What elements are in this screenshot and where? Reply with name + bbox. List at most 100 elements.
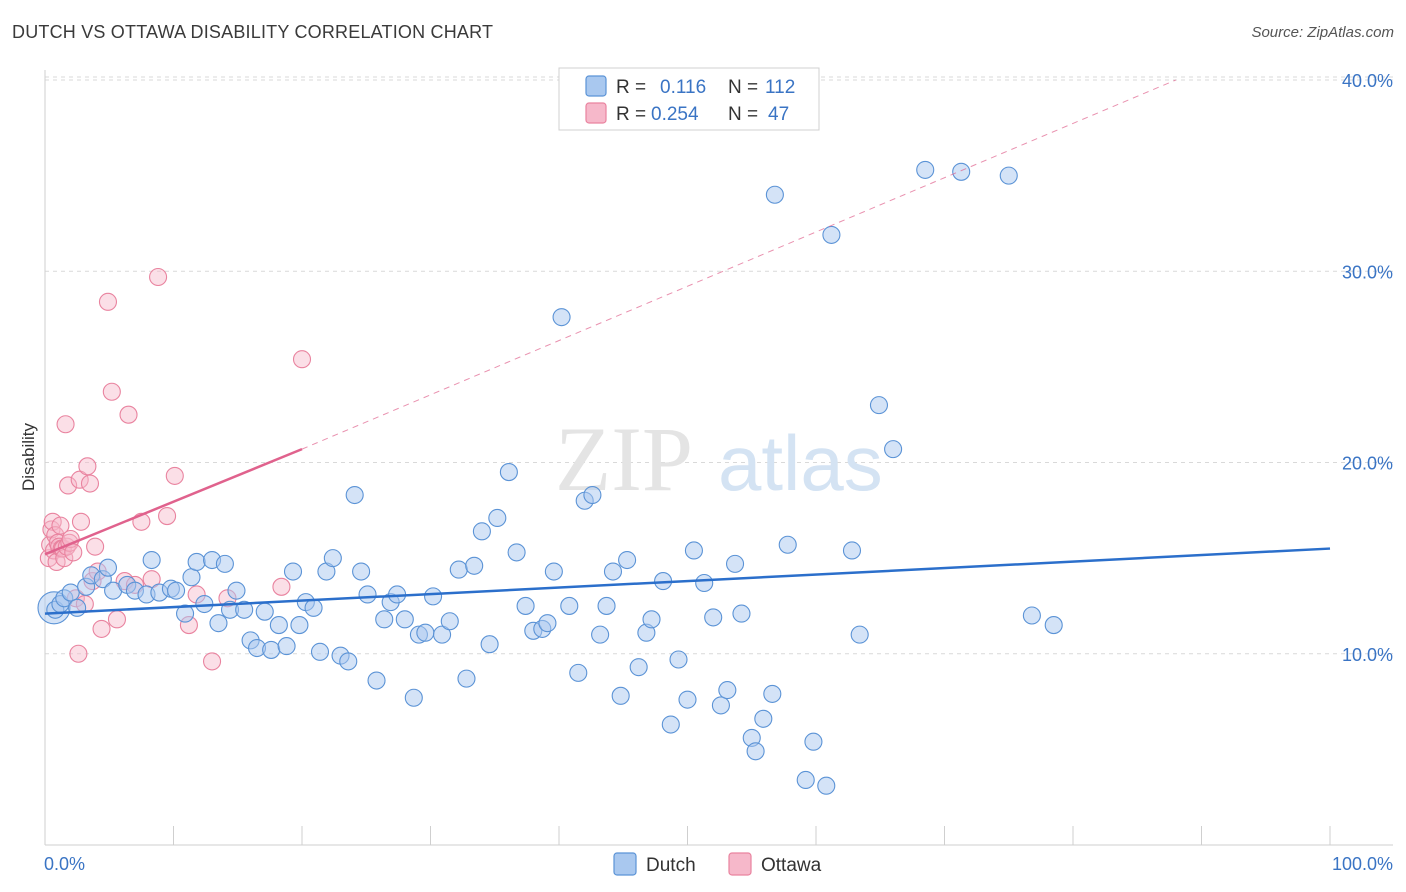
dutch-point-83 [661,715,680,734]
grid-lines [45,76,1393,655]
dutch-point-53 [424,587,443,606]
ottawa-point-21 [70,470,89,489]
dutch-point-36 [304,598,323,617]
dutch-point-37 [310,642,330,661]
dutch-point-67 [538,614,557,633]
x-tick-label-max: 100.0% [1332,854,1393,874]
legend-r-label-dutch: R = [616,77,646,98]
dutch-point-81 [642,610,661,629]
dutch-point-100 [804,732,823,751]
legend-r-label-ottawa: R = [616,104,646,125]
dutch-point-90 [718,681,737,700]
ottawa-point-30 [98,292,118,311]
dutch-point-34 [290,616,309,635]
ottawa-point-39 [158,506,177,526]
ottawa-point-31 [102,382,121,401]
legend-n-value-ottawa: 47 [768,104,789,125]
watermark-atlas: atlas [718,419,883,507]
x-ticks [173,826,1331,845]
dutch-point-62 [499,463,518,482]
dutch-point-42 [345,485,364,505]
ottawa-point-45 [272,577,291,596]
dutch-point-17 [176,604,195,623]
dutch-point-58 [465,556,484,575]
trend-lines [44,79,1331,615]
dutch-point-54 [433,625,452,644]
y-tick-label-10: 10.0% [1342,645,1393,665]
ottawa-point-9 [51,516,70,535]
dutch-point-73 [583,485,602,505]
y-axis-title: Disability [19,422,38,491]
dutch-point-19 [187,552,206,572]
y-tick-labels: 10.0% 20.0% 30.0% 40.0% [1342,71,1393,665]
legend-swatch-dutch [585,75,607,97]
dutch-point-111 [1044,616,1063,635]
y-tick-label-30: 30.0% [1342,262,1393,282]
dutch-point-49 [395,610,414,629]
dutch-point-23 [215,554,234,573]
y-tick-label-40: 40.0% [1342,71,1393,91]
legend-n-label-dutch: N = [728,77,758,98]
ottawa-point-38 [149,267,168,287]
dutch-point-16 [167,581,186,600]
ottawa-point-29 [92,619,111,638]
dutch-point-32 [277,637,296,656]
dutch-point-56 [449,560,468,579]
watermark-zip: ZIP [555,408,693,510]
ottawa-point-13 [56,415,75,434]
ottawa-point-24 [78,457,97,476]
dutch-point-26 [235,600,254,619]
dutch-point-86 [684,541,703,560]
dutch-points [37,160,1063,795]
dutch-point-92 [732,604,751,623]
bottom-swatch-ottawa [728,852,752,876]
dutch-point-33 [283,562,303,581]
dutch-point-99 [796,770,815,790]
dutch-point-85 [678,690,697,709]
dutch-point-8 [98,558,118,577]
dutch-point-22 [209,614,228,633]
dutch-point-4 [68,598,87,617]
dutch-point-78 [618,550,637,570]
legend-r-value-ottawa: 0.254 [651,104,699,125]
dutch-point-18 [182,568,201,587]
dutch-point-43 [352,562,371,581]
dutch-point-107 [916,160,935,179]
dutch-point-31 [269,616,288,635]
chart-source: Source: ZipAtlas.com [1251,24,1394,41]
dutch-point-77 [611,686,630,705]
dutch-point-75 [597,596,616,615]
dutch-point-68 [544,562,563,581]
bottom-legend-dutch: Dutch [646,855,696,876]
dutch-point-45 [367,671,386,690]
y-tick-label-20: 20.0% [1342,454,1393,474]
dutch-point-52 [416,623,435,642]
dutch-point-29 [255,602,274,621]
dutch-point-30 [262,640,281,659]
dutch-point-61 [488,508,507,528]
dutch-point-69 [552,308,571,327]
dutch-point-74 [591,625,610,644]
ottawa-point-40 [165,466,184,485]
dutch-point-71 [569,663,588,682]
x-tick-label-min: 0.0% [44,854,85,874]
dutch-point-46 [375,610,394,629]
ottawa-point-15 [59,476,78,495]
ottawa-point-32 [107,610,127,629]
dutch-point-55 [440,612,459,631]
dutch-point-105 [869,396,889,415]
ottawa-point-43 [203,652,222,671]
dutch-point-110 [1022,606,1041,625]
dutch-point-13 [142,550,161,570]
dutch-point-41 [339,652,358,671]
dutch-point-63 [507,543,526,562]
dutch-trend-line [44,547,1331,615]
dutch-point-104 [850,625,869,644]
dutch-point-64 [516,596,535,615]
dutch-point-108 [952,162,971,181]
legend-n-label-ottawa: N = [728,104,758,125]
dutch-point-25 [227,581,246,600]
ottawa-point-46 [292,350,312,369]
legend-r-value-dutch: 0.116 [660,77,706,98]
